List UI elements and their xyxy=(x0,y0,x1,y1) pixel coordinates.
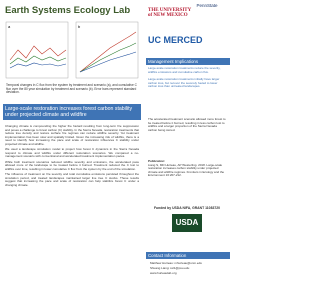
page: {"header":{"title":"Earth Systems Ecolog… xyxy=(3,3,230,278)
main-body: Changing climate is compounding the high… xyxy=(5,124,139,189)
plot-line xyxy=(9,45,67,61)
contact-line: www.hurteaulab.org xyxy=(150,271,177,276)
implications-paragraph: The accelerated treatment scenario allow… xyxy=(148,117,226,132)
publication-heading: Publication: xyxy=(148,159,166,163)
point: Large-scale restoration treatments initi… xyxy=(148,77,220,89)
logo: PennState xyxy=(196,3,218,8)
paragraph: While both treatment scenarios reduced w… xyxy=(5,159,139,171)
paragraph: We used a landscape simulation model to … xyxy=(5,147,139,159)
contact-line: Shuang Liang: sxl1@psu.edu xyxy=(150,266,190,271)
publication-text: Liang S, MD Hurteau, AP Westerling. 2018… xyxy=(148,162,225,178)
contact: Matthew Hurteau: mhurteau@unm.edu Shuang… xyxy=(150,261,226,278)
implications-heading: Management Implications xyxy=(146,58,230,65)
implications: Large-scale restoration treatments reduc… xyxy=(148,66,226,91)
logos: THE UNIVERSITY of NEW MEXICO PennState U… xyxy=(148,3,228,45)
publication: Publication: Liang S, MD Hurteau, AP Wes… xyxy=(148,159,226,180)
plot-line xyxy=(79,51,137,73)
contact-heading: Contact Information xyxy=(146,252,230,259)
plot-line xyxy=(9,55,67,65)
panel-frame xyxy=(5,21,69,79)
funding: Funded by USDA NIFA, GRANT 11083720 xyxy=(153,206,220,210)
plot-line xyxy=(79,42,137,73)
panel-label: a xyxy=(8,24,11,29)
panel-frame xyxy=(75,21,139,79)
logo: THE UNIVERSITY of NEW MEXICO xyxy=(148,7,192,19)
contact-line: Matthew Hurteau: mhurteau@unm.edu xyxy=(150,261,202,265)
panel-label: b xyxy=(78,24,81,29)
figure: a b xyxy=(5,21,139,79)
logo: UC MERCED xyxy=(148,35,203,45)
usda-logo: USDA xyxy=(172,214,202,232)
paragraph: The influence of treatment on fire sever… xyxy=(5,171,139,187)
plot-line xyxy=(9,62,67,69)
title: Earth Systems Ecology Lab xyxy=(5,5,131,16)
plot-line xyxy=(79,31,137,73)
figure-caption: Temporal changes in C flux from the syst… xyxy=(6,83,137,95)
paragraph: Changing climate is compounding the high… xyxy=(5,124,139,146)
main-heading: Large-scale restoration increases forest… xyxy=(3,104,141,120)
point: Large-scale restoration treatments reduc… xyxy=(148,66,221,74)
